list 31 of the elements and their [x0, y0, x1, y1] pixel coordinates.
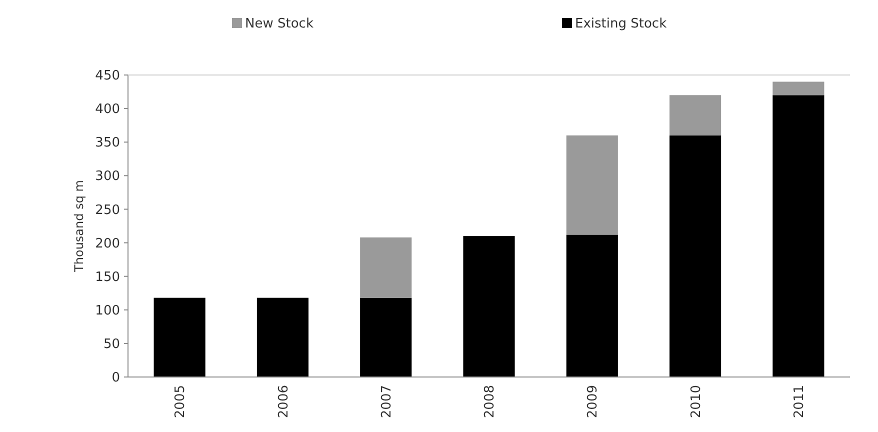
- x-tick-label: 2010: [688, 385, 704, 418]
- y-tick-label: 400: [95, 102, 120, 118]
- y-tick-label: 50: [103, 336, 120, 352]
- y-tick-label: 200: [95, 236, 120, 252]
- y-tick-label: 100: [95, 303, 120, 318]
- x-tick-label: 2009: [586, 385, 601, 418]
- bar: [772, 82, 824, 96]
- y-tick-label: 350: [95, 136, 120, 151]
- bar: [256, 298, 308, 377]
- x-tick-label: 2007: [379, 385, 394, 418]
- y-axis-title: Thousand sq m: [72, 180, 86, 273]
- y-tick-label: 300: [95, 169, 120, 184]
- bar: [670, 135, 722, 377]
- bar: [566, 135, 618, 235]
- bar: [360, 237, 412, 298]
- x-tick-label: 2011: [792, 385, 807, 418]
- legend-label: New Stock: [245, 16, 314, 32]
- y-tick-label: 250: [95, 202, 120, 218]
- bar: [566, 234, 618, 377]
- bar: [154, 298, 206, 377]
- legend-label: Existing Stock: [575, 16, 668, 32]
- bar: [463, 236, 515, 377]
- x-tick-label: 2006: [276, 385, 292, 418]
- y-tick-label: 150: [95, 270, 120, 285]
- y-tick-label: 450: [95, 68, 120, 84]
- y-tick-label: 0: [112, 370, 120, 386]
- bar: [360, 298, 412, 377]
- x-tick-label: 2005: [173, 385, 188, 418]
- bar: [670, 95, 722, 136]
- x-tick-label: 2008: [482, 385, 498, 418]
- bar: [772, 95, 824, 377]
